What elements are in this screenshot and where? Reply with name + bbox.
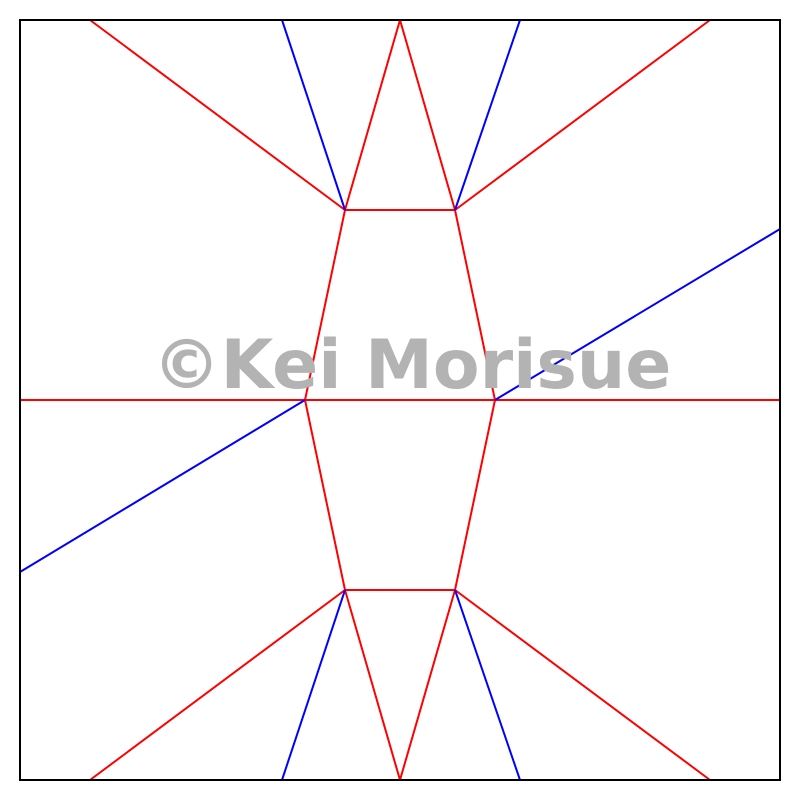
mountain-crease <box>454 209 496 401</box>
valley-crease <box>454 19 521 211</box>
mountain-creases <box>20 19 780 781</box>
valley-creases <box>19 19 781 781</box>
mountain-crease <box>344 589 401 781</box>
mountain-crease <box>304 399 346 591</box>
mountain-crease <box>454 19 711 211</box>
mountain-crease <box>89 589 346 781</box>
mountain-crease <box>344 19 401 211</box>
valley-crease <box>281 19 346 211</box>
mountain-crease <box>454 399 496 591</box>
mountain-crease <box>454 589 711 781</box>
mountain-crease <box>399 19 456 211</box>
valley-crease <box>281 589 346 781</box>
valley-crease <box>454 589 521 781</box>
valley-crease <box>494 228 781 401</box>
copyright-watermark: ©Kei Morisue <box>153 326 672 405</box>
mountain-crease <box>399 589 456 781</box>
mountain-crease <box>89 19 346 211</box>
valley-crease <box>19 399 306 573</box>
paper-border <box>19 19 781 781</box>
mountain-crease <box>304 209 346 401</box>
